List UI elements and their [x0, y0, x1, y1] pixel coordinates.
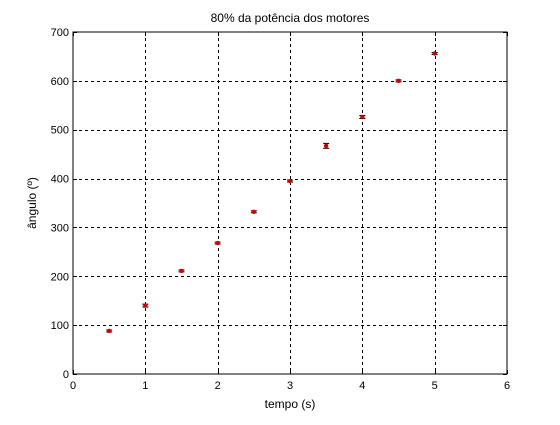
- x-tick-label: 3: [287, 380, 293, 392]
- data-point: [106, 328, 113, 334]
- point-marker: [360, 114, 365, 120]
- y-tick-label: 100: [51, 320, 69, 332]
- y-tick-label: 500: [51, 125, 69, 137]
- x-tick-label: 2: [215, 380, 221, 392]
- point-marker: [251, 209, 257, 214]
- y-tick-label: 200: [51, 271, 69, 283]
- data-point: [178, 268, 185, 274]
- x-tick-label: 1: [142, 380, 148, 392]
- y-axis-label: ângulo (º): [25, 177, 39, 229]
- x-tick-label: 0: [70, 380, 76, 392]
- data-point: [287, 178, 293, 184]
- point-marker: [106, 328, 112, 334]
- point-marker: [143, 303, 148, 308]
- data-point: [323, 142, 330, 149]
- x-tick-label: 5: [432, 380, 438, 392]
- x-tick-label: 4: [359, 380, 365, 392]
- x-axis-label: tempo (s): [265, 397, 316, 411]
- y-tick-label: 600: [51, 76, 69, 88]
- chart-title: 80% da potência dos motores: [211, 11, 370, 25]
- ticks: 0 1 2 3 4 5 6 0 100 200 300 400 500 600 700: [51, 27, 510, 392]
- point-marker: [323, 143, 329, 149]
- point-marker: [287, 178, 293, 184]
- data-point: [250, 209, 257, 214]
- data-point: [431, 51, 438, 56]
- y-tick-label: 300: [51, 222, 69, 234]
- y-tick-label: 400: [51, 174, 69, 186]
- y-tick-label: 700: [51, 27, 69, 39]
- point-marker: [179, 268, 184, 274]
- point-marker: [396, 78, 401, 84]
- point-marker: [215, 240, 220, 246]
- data-point: [359, 114, 366, 120]
- plot-frame: [72, 31, 508, 375]
- data-point: [142, 303, 149, 308]
- data-points: [106, 51, 438, 334]
- data-point: [395, 78, 402, 84]
- grid: [73, 32, 507, 374]
- data-point: [214, 240, 221, 246]
- x-tick-label: 6: [504, 380, 510, 392]
- point-marker: [432, 51, 437, 56]
- y-tick-label: 0: [63, 369, 69, 381]
